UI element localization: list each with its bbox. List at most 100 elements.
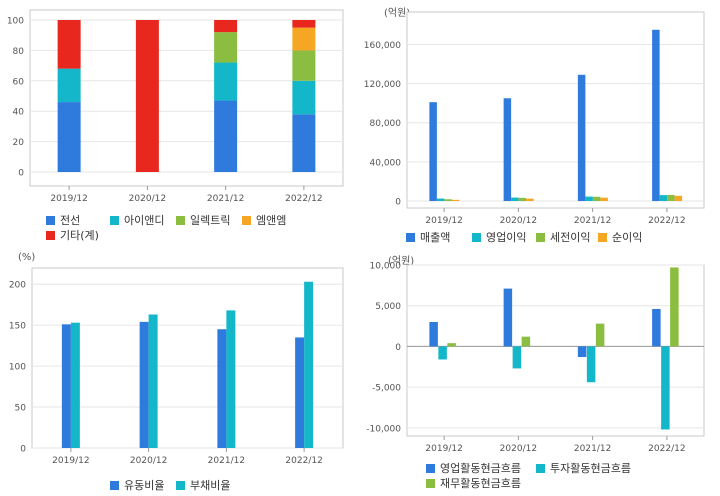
chart-composition-panel: 0 20 40 60 80 100 2019/12 2020/12 2021/12 2022/12… [0, 0, 360, 248]
chart-cashflow-bar [521, 336, 531, 347]
chart-income-bar [526, 198, 534, 201]
chart-cashflow-bar [429, 322, 438, 347]
chart-income-legend-label: 순이익 [612, 231, 643, 244]
chart-ratio-y-tick-label: 150 [9, 322, 26, 332]
chart-ratio-legend-item: 부채비율 [176, 477, 230, 493]
chart-income-x-tick-label: 2020/12 [500, 216, 537, 226]
chart-composition-legend-label: 기타(계) [60, 229, 99, 242]
chart-cashflow-legend-label: 재무활동현금흐름 [440, 477, 521, 490]
chart-income-legend-label: 세전이익 [550, 231, 591, 244]
chart-composition-x-tick-label: 2020/12 [129, 194, 166, 204]
chart-ratio-unit-label: (%) [18, 252, 36, 263]
chart-cashflow-y-tick-label: -10,000 [366, 424, 401, 434]
chart-ratio-y-tick-label: 200 [9, 281, 26, 291]
chart-ratio-legend-item: 유동비율 [110, 477, 164, 493]
chart-ratio-bar [61, 324, 71, 448]
chart-income-legend-swatch [406, 232, 415, 242]
chart-ratio-panel: (%) 0 50 100 150 200 2019/12 2020/12 2021/12 202… [0, 248, 360, 496]
chart-composition-y-tick-label: 100 [7, 17, 24, 27]
chart-composition-legend-label: 일렉트릭 [190, 214, 231, 227]
chart-ratio-bar [139, 321, 149, 448]
chart-income-legend-item: 매출액 [406, 229, 450, 245]
chart-cashflow-legend-label: 투자활동현금흐름 [550, 462, 631, 475]
chart-cashflow-legend-swatch [536, 463, 545, 473]
chart-composition-bar [214, 62, 238, 101]
chart-income-bar [659, 195, 668, 201]
chart-ratio-bar [226, 310, 236, 448]
chart-ratio-x-tick-label: 2019/12 [52, 456, 89, 466]
chart-composition-legend-swatch [46, 230, 55, 240]
chart-ratio-legend-label: 부채비율 [190, 479, 231, 492]
chart-composition-bar [214, 100, 238, 172]
chart-ratio-bar [304, 281, 314, 448]
chart-composition-legend-label: 전선 [60, 214, 81, 227]
chart-composition-bar [292, 27, 316, 51]
chart-composition-legend-swatch [110, 215, 119, 225]
chart-composition-legend-swatch [46, 215, 55, 225]
chart-ratio-y-tick-label: 50 [15, 404, 27, 414]
chart-income-bar [592, 196, 601, 201]
chart-income-x-tick-label: 2021/12 [574, 216, 611, 226]
chart-cashflow-bar [512, 346, 522, 369]
chart-income-legend-swatch [472, 232, 481, 242]
chart-ratio-legend: 유동비율 부채비율 [110, 477, 350, 493]
chart-ratio-bar [295, 337, 305, 448]
chart-composition-bar [292, 50, 316, 81]
chart-composition-x-tick-label: 2022/12 [285, 194, 322, 204]
chart-cashflow-y-tick-label: 0 [395, 343, 401, 353]
chart-cashflow-legend-swatch [426, 463, 435, 473]
chart-composition-bar [214, 20, 238, 33]
chart-ratio-legend-swatch [176, 480, 185, 490]
chart-income-legend-label: 매출액 [420, 231, 451, 244]
chart-income-legend-item: 세전이익 [536, 229, 590, 245]
chart-income-bar [600, 197, 608, 201]
chart-composition-legend-label: 엠앤엠 [256, 214, 287, 227]
chart-cashflow-bar [661, 346, 670, 430]
chart-composition-legend-item: 아이앤디 [110, 212, 164, 228]
chart-cashflow-unit-label: (억원) [388, 256, 415, 267]
chart-income-bar [577, 74, 586, 201]
chart-cashflow-svg: -10,000 -5,000 0 5,000 10,000 2019/12 2020/12 2… [366, 262, 705, 454]
chart-cashflow-bar [503, 288, 513, 347]
chart-income-legend-label: 영업이익 [486, 231, 527, 244]
chart-income-y-tick-label: 80,000 [370, 119, 402, 129]
chart-income-bar [518, 197, 527, 201]
chart-composition-legend-swatch [242, 215, 251, 225]
chart-ratio-legend-label: 유동비율 [124, 479, 165, 492]
chart-cashflow-y-tick-label: 5,000 [375, 302, 401, 312]
chart-cashflow-legend-item: 투자활동현금흐름 [536, 460, 631, 476]
chart-ratio-x-tick-label: 2020/12 [130, 456, 167, 466]
chart-cashflow-legend-swatch [426, 478, 435, 488]
chart-cashflow-legend-item: 영업활동현금흐름 [426, 460, 521, 476]
chart-income-x-tick-label: 2019/12 [425, 216, 462, 226]
chart-income-legend-item: 영업이익 [472, 229, 526, 245]
chart-cashflow-y-tick-label: 10,000 [370, 262, 402, 272]
chart-income-unit-label: (억원) [384, 8, 411, 19]
chart-cashflow-legend-label: 영업활동현금흐름 [440, 462, 521, 475]
chart-ratio-x-tick-label: 2021/12 [208, 456, 245, 466]
chart-cashflow-bar [577, 346, 587, 358]
chart-composition-y-tick-label: 20 [13, 138, 25, 148]
chart-composition-legend-item: 기타(계) [46, 227, 99, 243]
chart-composition-bar [292, 20, 316, 28]
chart-cashflow-bar [438, 346, 447, 360]
chart-ratio-legend-swatch [110, 480, 119, 490]
chart-cashflow-bar [447, 343, 456, 347]
chart-income-bar [451, 199, 460, 201]
chart-composition-y-tick-label: 40 [13, 108, 25, 118]
chart-composition-bar [57, 102, 81, 172]
chart-composition-x-tick-label: 2019/12 [50, 194, 87, 204]
chart-composition-legend-item: 일렉트릭 [176, 212, 230, 228]
chart-cashflow-y-tick-label: -5,000 [372, 384, 401, 394]
chart-income-bar [503, 98, 512, 201]
chart-ratio-x-tick-label: 2022/12 [285, 456, 322, 466]
chart-ratio-y-tick-label: 0 [20, 445, 26, 455]
chart-income-y-tick-label: 120,000 [364, 80, 401, 90]
chart-composition-x-tick-label: 2021/12 [207, 194, 244, 204]
chart-composition-frame [29, 9, 344, 187]
chart-cashflow-panel: (억원) -10,000 -5,000 0 5,000 10,000 2019/12 202… [360, 248, 720, 496]
chart-income-bar [444, 199, 452, 201]
chart-cashflow-bar [652, 308, 661, 347]
chart-composition-legend-item: 엠앤엠 [242, 212, 286, 228]
